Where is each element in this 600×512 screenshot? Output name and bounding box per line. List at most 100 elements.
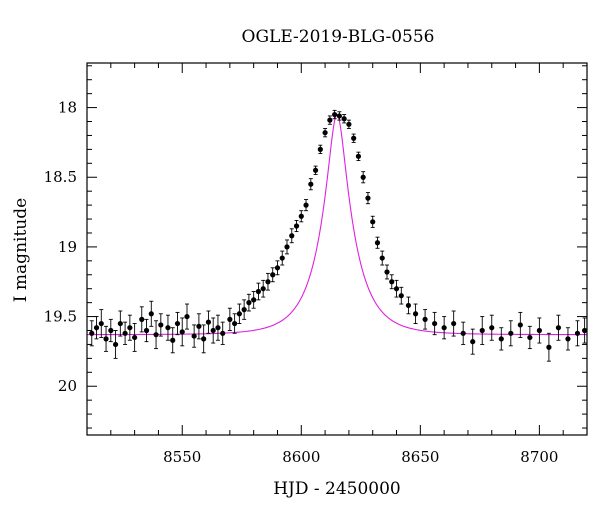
data-point bbox=[93, 325, 100, 331]
y-tick-label: 20 bbox=[58, 377, 77, 395]
x-tick-label: 8650 bbox=[401, 448, 439, 466]
data-point bbox=[389, 279, 395, 285]
data-point bbox=[298, 213, 304, 219]
x-tick-label: 8600 bbox=[282, 448, 320, 466]
data-point bbox=[379, 255, 385, 261]
x-tick-label: 8700 bbox=[520, 448, 558, 466]
data-point bbox=[508, 330, 514, 336]
data-point bbox=[303, 202, 309, 208]
data-point bbox=[265, 279, 271, 285]
data-point bbox=[460, 330, 466, 336]
data-point bbox=[498, 336, 504, 342]
data-point bbox=[327, 117, 333, 123]
data-point bbox=[89, 330, 95, 336]
data-point bbox=[246, 300, 252, 306]
data-point bbox=[517, 322, 523, 328]
data-point bbox=[108, 327, 114, 334]
data-point bbox=[260, 286, 266, 292]
data-point bbox=[341, 116, 347, 122]
data-point bbox=[127, 325, 133, 331]
data-point bbox=[170, 337, 176, 343]
data-point bbox=[398, 293, 404, 299]
data-point bbox=[174, 320, 181, 327]
data-point bbox=[153, 332, 159, 338]
data-point bbox=[117, 320, 123, 327]
data-point bbox=[293, 223, 300, 229]
data-point bbox=[191, 333, 197, 339]
data-point bbox=[451, 320, 457, 327]
data-point bbox=[405, 302, 412, 309]
x-axis-label: HJD - 2450000 bbox=[273, 479, 401, 499]
data-point bbox=[143, 327, 150, 334]
data-point bbox=[384, 269, 390, 275]
data-point bbox=[279, 255, 285, 261]
data-point bbox=[536, 327, 542, 334]
data-point bbox=[374, 240, 381, 246]
data-point bbox=[479, 327, 485, 334]
data-point bbox=[360, 174, 366, 180]
plot-layer bbox=[87, 109, 588, 362]
data-point bbox=[574, 330, 581, 336]
data-point bbox=[489, 325, 495, 331]
data-point bbox=[289, 233, 295, 239]
data-point bbox=[139, 316, 145, 322]
y-tick-label: 18 bbox=[58, 99, 77, 117]
data-point bbox=[132, 334, 138, 341]
axis-ticks: 8550 8600 8650 8700 18 18.5 19 19.5 20 bbox=[44, 63, 588, 466]
data-point bbox=[355, 153, 362, 159]
y-axis-label: I magnitude bbox=[11, 198, 31, 302]
data-point bbox=[422, 316, 428, 322]
data-point bbox=[158, 322, 164, 328]
data-point bbox=[565, 336, 571, 342]
data-point bbox=[112, 341, 119, 348]
data-point bbox=[236, 311, 242, 317]
data-point bbox=[201, 336, 207, 342]
data-point bbox=[322, 130, 328, 136]
data-point bbox=[393, 286, 400, 292]
y-tick-label: 18.5 bbox=[44, 168, 77, 186]
y-tick-label: 19 bbox=[58, 238, 77, 256]
data-point bbox=[527, 334, 533, 341]
x-tick-label: 8550 bbox=[163, 448, 201, 466]
data-point bbox=[255, 288, 262, 295]
data-point bbox=[370, 219, 376, 225]
data-point bbox=[346, 121, 352, 127]
data-point bbox=[179, 329, 185, 335]
data-point bbox=[284, 244, 290, 250]
data-point bbox=[470, 339, 476, 345]
chart-title: OGLE-2019-BLG-0556 bbox=[242, 27, 435, 47]
data-point bbox=[210, 327, 216, 334]
data-point bbox=[274, 265, 281, 271]
y-tick-label: 19.5 bbox=[44, 308, 77, 326]
data-point bbox=[317, 146, 323, 152]
model-curve bbox=[87, 113, 587, 336]
data-point bbox=[441, 325, 447, 331]
data-point bbox=[546, 344, 552, 350]
data-point bbox=[215, 325, 221, 331]
data-point bbox=[365, 195, 371, 201]
data-point bbox=[270, 272, 276, 278]
data-point bbox=[336, 113, 342, 119]
data-point bbox=[196, 323, 202, 329]
data-point bbox=[555, 325, 562, 331]
data-point bbox=[308, 181, 314, 187]
data-point bbox=[227, 316, 233, 322]
data-point bbox=[220, 330, 226, 336]
data-point bbox=[205, 319, 212, 325]
data-point bbox=[412, 311, 419, 317]
data-point bbox=[103, 336, 109, 342]
data-point bbox=[122, 330, 128, 336]
data-point bbox=[241, 307, 247, 313]
data-point bbox=[165, 325, 171, 331]
data-point bbox=[332, 111, 338, 118]
data-point bbox=[232, 320, 238, 327]
data-point bbox=[98, 320, 104, 327]
data-point bbox=[351, 135, 357, 141]
data-point bbox=[432, 320, 438, 327]
data-point bbox=[148, 311, 154, 317]
data-point bbox=[251, 297, 257, 303]
data-point bbox=[184, 313, 190, 320]
data-point bbox=[312, 167, 319, 173]
